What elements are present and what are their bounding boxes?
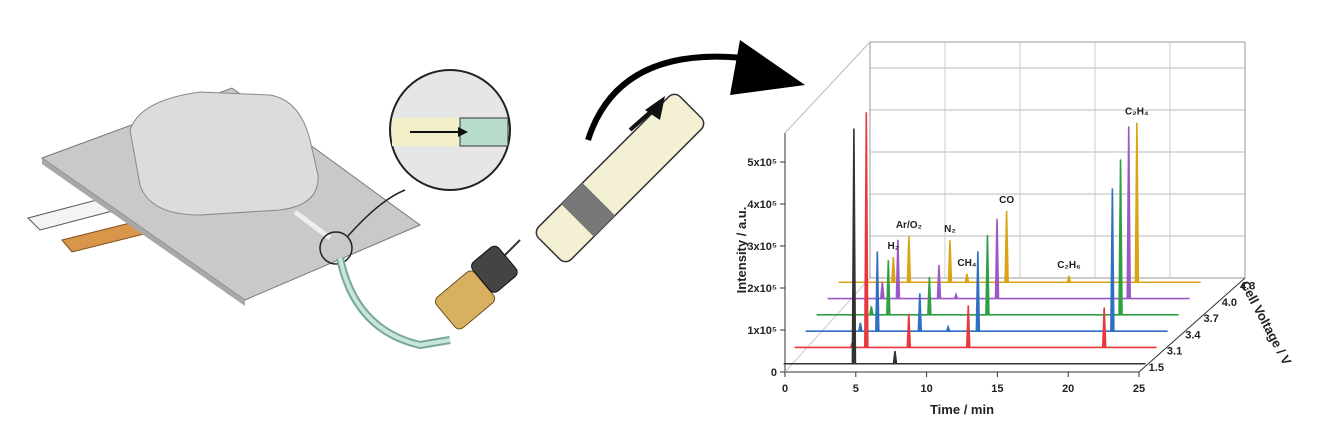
z-tick-label: 1.5 xyxy=(1149,362,1164,374)
z-tick-label: 3.4 xyxy=(1185,329,1201,341)
y-tick-label: 3x10⁵ xyxy=(747,241,777,253)
z-tick-label: 4.0 xyxy=(1222,297,1237,309)
pouch-bulge xyxy=(129,91,319,216)
series-3-4 xyxy=(805,188,1168,332)
depth-edge xyxy=(784,41,871,134)
y-tick-label: 5x10⁵ xyxy=(747,157,777,169)
syringe xyxy=(535,93,705,263)
y-tick-label: 4x10⁵ xyxy=(747,199,777,211)
peak-label: C₂H₄ xyxy=(1125,107,1149,118)
curved-arrow xyxy=(585,53,761,141)
y-tick-label: 2x10⁵ xyxy=(747,283,777,295)
series-4-0 xyxy=(827,126,1190,300)
series-4-3 xyxy=(838,122,1201,284)
x-tick-label: 0 xyxy=(782,383,788,395)
x-axis-title: Time / min xyxy=(930,402,994,417)
zoom-circle-small xyxy=(319,231,353,265)
flow-arrow-icon xyxy=(458,127,468,137)
back-wall xyxy=(869,41,1246,279)
series-3-1 xyxy=(794,112,1157,349)
z-tick-label: 3.7 xyxy=(1203,313,1218,325)
peak-label: CH₄ xyxy=(957,258,976,269)
x-tick-label: 10 xyxy=(920,383,932,395)
z-tick-label: 4.3 xyxy=(1240,281,1255,293)
peak-label: CO xyxy=(999,195,1014,206)
peak-label: C₂H₆ xyxy=(1057,260,1080,271)
z-axis xyxy=(1138,277,1246,373)
y-tick-label: 1x10⁵ xyxy=(747,325,777,337)
peak-label: H₂ xyxy=(887,241,899,252)
pouch-cell-illustration xyxy=(27,40,805,350)
x-tick-label: 15 xyxy=(991,383,1003,395)
x-tick-label: 20 xyxy=(1062,383,1074,395)
series-3-7 xyxy=(816,159,1179,316)
peak-label: Ar/O₂ xyxy=(896,220,922,231)
series-1-5 xyxy=(783,128,1146,365)
floor-edge xyxy=(784,277,871,373)
x-tick-label: 5 xyxy=(853,383,859,395)
x-tick-label: 25 xyxy=(1133,383,1145,395)
z-tick-label: 3.1 xyxy=(1167,346,1182,358)
y-axis-title: Intensity / a.u. xyxy=(734,207,749,294)
peak-label: N₂ xyxy=(944,224,956,235)
chromatogram-chart: 0 5 10 15 20 25 0 1x10⁵ 2x10⁵ 3x10⁵ 4x10⁵ 5x10⁵ Time… xyxy=(734,41,1295,417)
y-tick-label: 0 xyxy=(771,367,777,379)
curved-arrowhead-icon xyxy=(730,40,805,95)
